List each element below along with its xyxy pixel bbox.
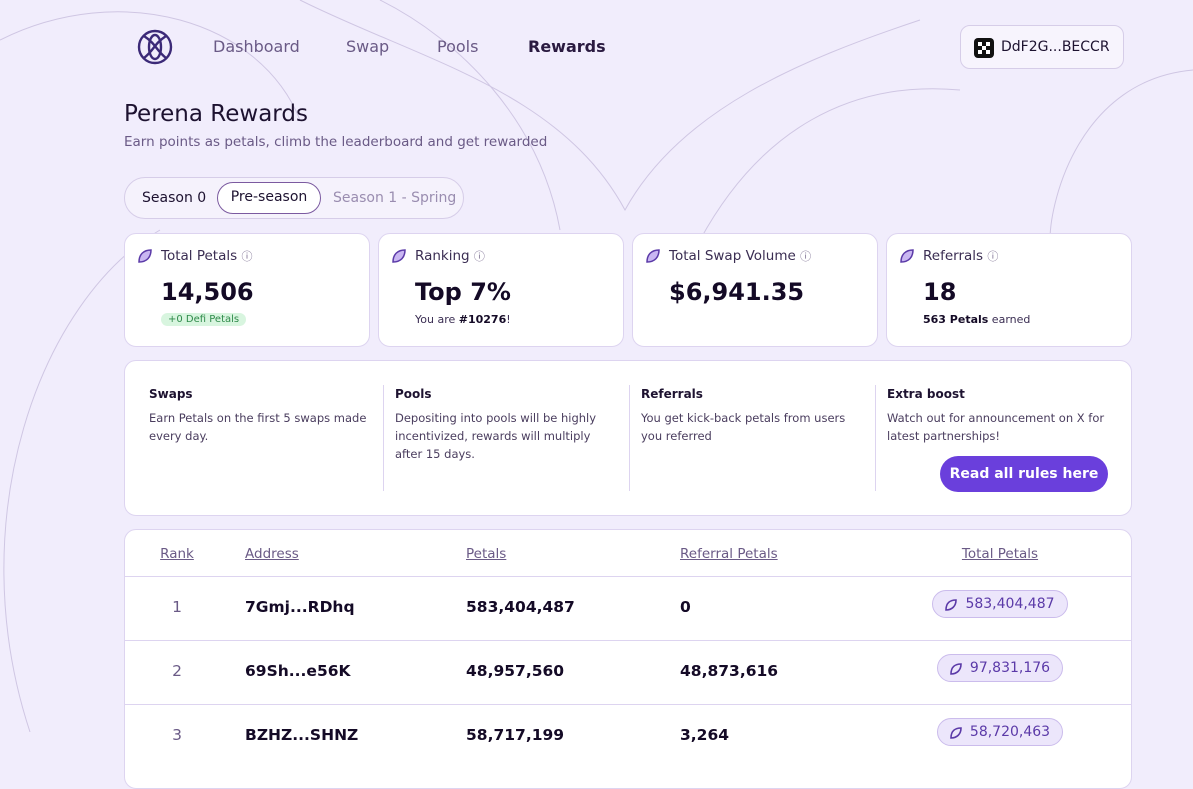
- stat-label: Ranking ⓘ: [415, 248, 485, 264]
- season-tab[interactable]: Season 0: [142, 190, 207, 206]
- info-icon[interactable]: ⓘ: [987, 250, 999, 263]
- table-cell: 58,717,199: [466, 726, 565, 744]
- stat-card: Referrals ⓘ 18 563 Petals earned: [886, 233, 1132, 347]
- total-badge: 58,720,463: [900, 718, 1100, 746]
- stat-note-part: !: [506, 313, 511, 326]
- rule-item: Pools Depositing into pools will be highl…: [383, 361, 617, 517]
- rank-cell: 3: [172, 726, 182, 744]
- rules-button[interactable]: Read all rules here: [940, 456, 1108, 492]
- petal-icon: [950, 663, 962, 675]
- rule-title: Pools: [395, 387, 432, 401]
- stat-icon: [900, 249, 914, 263]
- stat-card: Ranking ⓘ Top 7% You are #10276!: [378, 233, 624, 347]
- season-tab-active[interactable]: Pre-season: [217, 182, 321, 214]
- table-cell: 69Sh...e56K: [245, 662, 351, 680]
- rule-text: Depositing into pools will be highly inc…: [395, 411, 597, 461]
- stat-note: 563 Petals earned: [923, 313, 1030, 326]
- rule-divider: [629, 385, 630, 491]
- total-pill: 583,404,487: [932, 590, 1068, 618]
- logo[interactable]: [136, 28, 174, 66]
- stat-card: Total Swap Volume ⓘ $6,941.35: [632, 233, 878, 347]
- wallet-icon: [974, 38, 994, 58]
- rank-cell: 2: [172, 662, 182, 680]
- stat-note-part: earned: [988, 313, 1031, 326]
- table-cell: 7Gmj...RDhq: [245, 598, 355, 616]
- stat-value: 14,506: [161, 278, 254, 306]
- rule-divider: [875, 385, 876, 491]
- stat-card: Total Petals ⓘ 14,506 +0 Defi Petals: [124, 233, 370, 347]
- stat-label: Referrals ⓘ: [923, 248, 999, 264]
- page-title: Perena Rewards: [124, 101, 308, 127]
- stat-value: $6,941.35: [669, 278, 805, 306]
- row-divider: [125, 704, 1131, 705]
- total-value: 97,831,176: [969, 660, 1051, 676]
- page-subtitle: Earn points as petals, climb the leaderb…: [124, 134, 548, 150]
- stat-note-part: You are: [415, 313, 459, 326]
- petal-icon: [945, 599, 958, 611]
- rank-cell: 1: [172, 598, 182, 616]
- stat-note: You are #10276!: [415, 313, 511, 326]
- table-cell: 0: [680, 598, 691, 616]
- info-icon[interactable]: ⓘ: [241, 250, 253, 263]
- nav-link[interactable]: Swap: [346, 37, 390, 56]
- column-header[interactable]: Referral Petals: [680, 546, 778, 562]
- rules-card: Swaps Earn Petals on the first 5 swaps ma…: [124, 360, 1132, 516]
- wallet-button[interactable]: DdF2G...BECCR: [960, 25, 1124, 69]
- rule-text: Earn Petals on the first 5 swaps made ev…: [149, 411, 367, 443]
- total-value: 583,404,487: [965, 596, 1055, 612]
- rule-title: Referrals: [641, 387, 703, 401]
- rule-divider: [383, 385, 384, 491]
- nav-link[interactable]: Rewards: [528, 37, 606, 56]
- column-header[interactable]: Address: [245, 546, 299, 562]
- stat-value: Top 7%: [415, 278, 511, 306]
- info-icon[interactable]: ⓘ: [473, 250, 485, 263]
- row-divider: [125, 576, 1131, 577]
- rule-title: Swaps: [149, 387, 193, 401]
- stat-note-part: #10276: [458, 313, 507, 326]
- rule-title: Extra boost: [887, 387, 965, 401]
- total-pill: 97,831,176: [936, 654, 1064, 682]
- column-header[interactable]: Total Petals: [961, 546, 1039, 562]
- stat-value: 18: [923, 278, 957, 306]
- stat-icon: [392, 249, 406, 263]
- wallet-address: DdF2G...BECCR: [1001, 39, 1110, 55]
- column-header[interactable]: Petals: [466, 546, 507, 562]
- table-cell: BZHZ...SHNZ: [245, 726, 359, 744]
- rule-text: You get kick-back petals from users you …: [641, 411, 846, 443]
- stat-icon: [646, 249, 660, 263]
- nav-link[interactable]: Dashboard: [213, 37, 300, 56]
- total-badge: 97,831,176: [900, 654, 1100, 682]
- info-icon[interactable]: ⓘ: [800, 250, 812, 263]
- total-value: 58,720,463: [969, 724, 1051, 740]
- nav-link[interactable]: Pools: [437, 37, 479, 56]
- table-cell: 3,264: [680, 726, 730, 744]
- rule-item: Swaps Earn Petals on the first 5 swaps ma…: [149, 361, 371, 517]
- stat-badge: +0 Defi Petals: [161, 313, 247, 326]
- background-curves: [0, 0, 1193, 732]
- table-cell: 583,404,487: [466, 598, 575, 616]
- stat-label: Total Petals ⓘ: [161, 248, 253, 264]
- leaderboard-table: Rank Address Petals Referral Petals Total Pe…: [124, 529, 1132, 789]
- row-divider: [125, 640, 1131, 641]
- table-cell: 48,873,616: [680, 662, 779, 680]
- stat-label: Total Swap Volume ⓘ: [669, 248, 812, 264]
- column-header[interactable]: Rank: [160, 546, 194, 562]
- rule-item: Referrals You get kick-back petals from u…: [629, 361, 863, 517]
- rule-text: Watch out for announcement on X for late…: [887, 411, 1105, 443]
- stat-note-part: 563 Petals: [923, 313, 989, 326]
- petal-icon: [950, 727, 962, 739]
- stat-icon: [138, 249, 152, 263]
- season-tab[interactable]: Season 1 - Spring: [333, 190, 457, 206]
- season-tabs: Season 0 Pre-season Season 1 - Spring: [124, 177, 464, 219]
- rule-item: Extra boost Watch out for announcement on…: [875, 361, 1109, 517]
- total-pill: 58,720,463: [936, 718, 1064, 746]
- table-cell: 48,957,560: [466, 662, 565, 680]
- total-badge: 583,404,487: [900, 590, 1100, 618]
